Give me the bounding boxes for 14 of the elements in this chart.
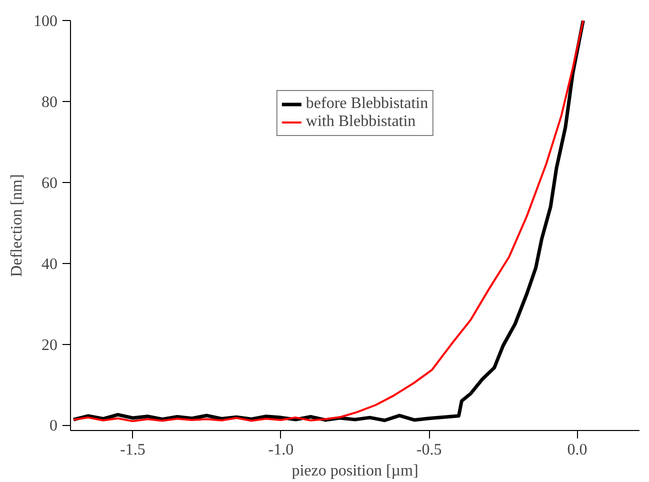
y-tick-label: 40 bbox=[42, 256, 58, 273]
x-tick-label: -1.0 bbox=[268, 442, 294, 458]
x-tick-label: 0.0 bbox=[567, 442, 588, 458]
legend-label: before Blebbistatin bbox=[306, 95, 428, 113]
y-tick-label: 0 bbox=[50, 418, 58, 435]
y-axis-title: Deflection [nm] bbox=[8, 174, 26, 277]
x-axis-title: piezo position [µm] bbox=[292, 462, 418, 480]
x-tick-label: -1.5 bbox=[120, 442, 146, 458]
x-tick-label: -0.5 bbox=[416, 442, 442, 458]
y-tick-label: 80 bbox=[42, 94, 58, 111]
y-tick-label: 100 bbox=[34, 13, 58, 30]
y-tick-label: 60 bbox=[42, 174, 58, 192]
y-tick-label: 20 bbox=[42, 336, 58, 354]
legend-label: with Blebbistatin bbox=[306, 113, 416, 131]
